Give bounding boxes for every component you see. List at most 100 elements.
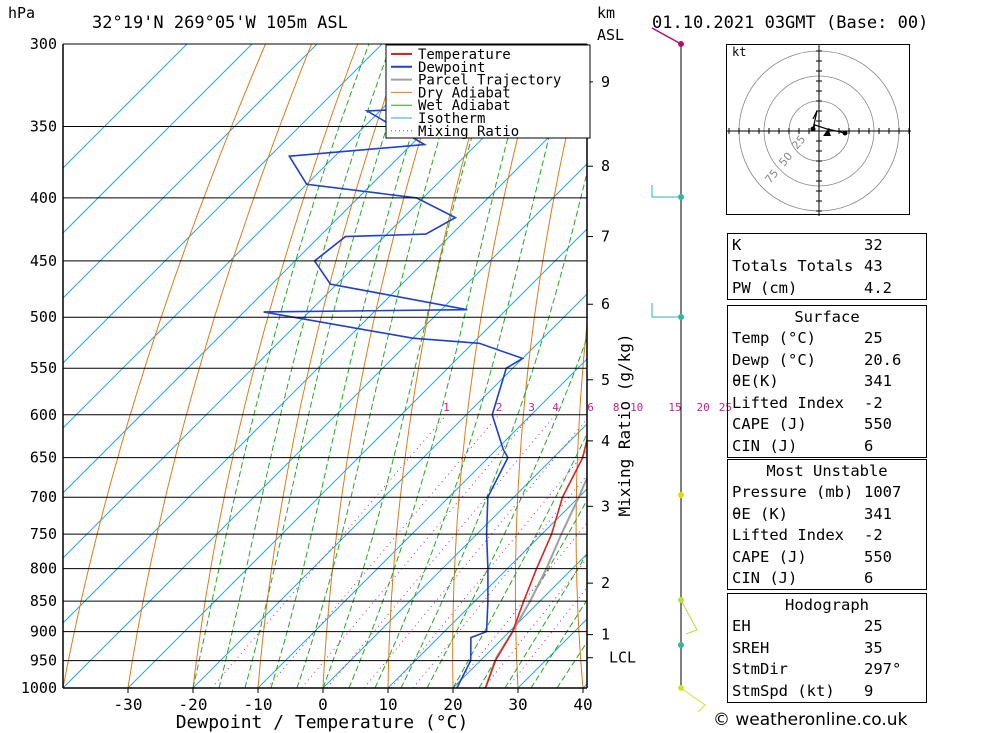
mixing-ratio-line (266, 414, 500, 688)
isotherm-line (452, 553, 587, 688)
index-label: Lifted Index (732, 526, 844, 545)
legend-entry: Temperature (418, 47, 511, 63)
wet-adiabat-line (452, 432, 587, 688)
mixing-ratio-label: 8 (613, 401, 620, 414)
index-row: Lifted Index -2 (728, 525, 927, 547)
hodograph-table: Hodograph EH 25 SREH 35 StmDir 297° StmS… (727, 593, 927, 703)
index-row: Temp (°C) 25 (728, 328, 927, 350)
section-title: Surface (794, 307, 860, 326)
index-value: 297° (864, 660, 902, 679)
wind-dot-300 (678, 41, 684, 47)
hodograph-ring-label: 50 (776, 150, 795, 169)
isotherm-line (63, 44, 513, 494)
mixing-ratio-axis-title: Mixing Ratio (g/kg) (615, 333, 634, 516)
x-tick-label: 40 (573, 695, 592, 714)
datetime-title: 01.10.2021 03GMT (Base: 00) (652, 13, 929, 33)
index-value: 32 (864, 235, 883, 254)
pressure-tick-label: 650 (30, 449, 57, 467)
wind-barb-400 (651, 185, 681, 198)
index-label: K (732, 235, 742, 254)
index-value: 341 (864, 372, 892, 391)
wet-adiabat-line (218, 44, 392, 688)
asl-axis-label: ASL (597, 26, 625, 44)
pressure-tick-label: 600 (30, 406, 57, 424)
legend-entry: Wet Adiabat (418, 98, 511, 114)
index-label: Pressure (mb) (732, 483, 854, 502)
wind-barb-1000 (680, 687, 706, 713)
pressure-tick-label: 450 (30, 252, 57, 270)
wind-dot (678, 642, 684, 648)
isotherm-line (127, 228, 587, 688)
isotherm-line (63, 44, 383, 364)
surface-table: Surface Temp (°C) 25 Dewp (°C) 20.6 θE(K… (727, 305, 927, 458)
index-value: 4.2 (864, 278, 892, 297)
index-label: EH (732, 617, 751, 636)
hodograph-point (810, 126, 816, 132)
legend-entry: Parcel Trajectory (418, 73, 561, 89)
x-tick-label: 20 (443, 695, 462, 714)
index-row: PW (cm) 4.2 (728, 277, 927, 299)
mixing-ratio-line (326, 414, 556, 688)
index-label: CAPE (J) (732, 415, 807, 434)
mixing-ratio-label: 15 (668, 401, 681, 414)
pressure-tick-label: 750 (30, 525, 57, 543)
index-label: StmDir (732, 660, 788, 679)
pressure-tick-label: 1000 (21, 679, 57, 697)
pressure-tick-label: 950 (30, 652, 57, 670)
index-value: 9 (864, 681, 874, 700)
x-tick-label: -30 (114, 695, 143, 714)
parcel-trajectory-line (484, 475, 587, 688)
x-tick-label: -20 (179, 695, 208, 714)
index-value: 6 (864, 436, 874, 455)
index-label: Temp (°C) (732, 329, 816, 348)
index-value: 43 (864, 257, 883, 276)
mixing-ratio-label: 25 (719, 401, 732, 414)
index-label: θE (K) (732, 504, 788, 523)
index-value: -2 (864, 393, 883, 412)
index-label: Lifted Index (732, 393, 844, 412)
index-value: 35 (864, 638, 883, 657)
index-row: CAPE (J) 550 (728, 414, 927, 436)
legend-box (385, 44, 591, 139)
wet-adiabat-line (504, 552, 587, 688)
pressure-tick-label: 500 (30, 308, 57, 326)
isotherm-line (63, 44, 188, 169)
dry-adiabat-line (692, 44, 726, 688)
index-value: 1007 (864, 483, 902, 502)
index-row: Totals Totals 43 (728, 256, 927, 278)
lcl-label: LCL (609, 649, 636, 667)
hodograph-ring-label: 25 (789, 133, 808, 152)
index-label: Totals Totals (732, 257, 854, 276)
dry-adiabat-line (257, 44, 405, 688)
wet-adiabat-line (322, 44, 500, 688)
wet-adiabat-line (400, 170, 587, 688)
mixing-ratio-label: 2 (496, 401, 503, 414)
pressure-tick-label: 900 (30, 623, 57, 641)
hpa-axis-label: hPa (8, 4, 36, 22)
section-title: Hodograph (785, 595, 869, 614)
legend-entry: Dewpoint (418, 60, 485, 76)
x-tick-label: 10 (378, 695, 397, 714)
wind-dot (678, 492, 684, 498)
index-label: SREH (732, 638, 770, 657)
km-tick-label: 8 (601, 157, 610, 175)
isotherm-line (322, 423, 587, 688)
index-value: 550 (864, 547, 892, 566)
index-row: Pressure (mb) 1007 (728, 482, 927, 504)
dewpoint-line (263, 44, 587, 688)
x-tick-label: 0 (318, 695, 328, 714)
isotherm-line (63, 44, 253, 234)
x-tick-label: 30 (508, 695, 527, 714)
index-value: 25 (864, 329, 883, 348)
index-row: θE(K) 341 (728, 371, 927, 393)
index-value: 6 (864, 569, 874, 588)
storm-motion-marker (823, 129, 831, 136)
km-tick-label: 1 (601, 626, 610, 644)
x-tick-label: -10 (244, 695, 273, 714)
pressure-tick-label: 800 (30, 560, 57, 578)
pressure-tick-label: 550 (30, 359, 57, 377)
km-tick-label: 5 (601, 371, 610, 389)
index-value: 550 (864, 415, 892, 434)
